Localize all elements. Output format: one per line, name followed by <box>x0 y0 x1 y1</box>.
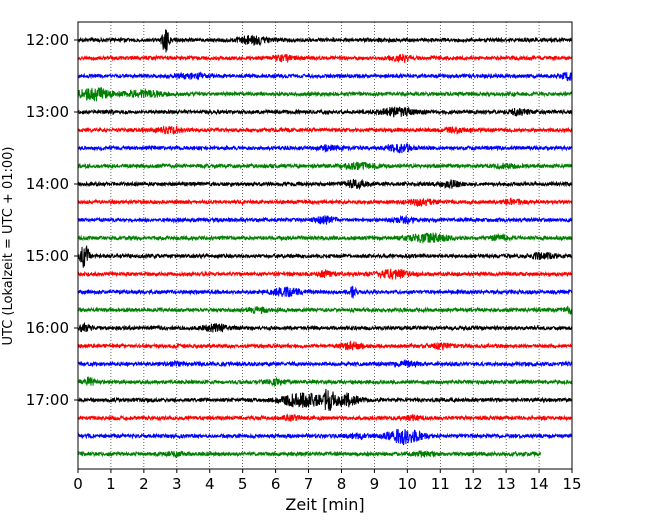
seismogram-trace <box>77 161 573 171</box>
x-tick-label: 4 <box>205 475 215 493</box>
x-tick-label: 8 <box>337 475 347 493</box>
x-tick-label: 14 <box>530 475 549 493</box>
y-tick-label: 13:00 <box>26 103 69 121</box>
x-tick-label: 12 <box>464 475 483 493</box>
seismogram-trace <box>77 305 573 315</box>
seismogram-trace <box>77 53 573 64</box>
seismogram-trace <box>77 125 573 136</box>
seismogram-trace <box>77 29 573 53</box>
x-tick-label: 3 <box>172 475 182 493</box>
y-axis-ticks: 12:00 13:00 14:00 15:00 16:00 17:00 <box>26 31 78 409</box>
seismogram-trace <box>77 214 573 225</box>
seismogram-trace <box>77 412 573 422</box>
x-tick-label: 2 <box>139 475 149 493</box>
seismogram-traces <box>77 29 573 459</box>
y-tick-label: 17:00 <box>26 391 69 409</box>
y-tick-label: 15:00 <box>26 247 69 265</box>
seismogram-trace <box>77 321 573 333</box>
x-tick-label: 5 <box>238 475 248 493</box>
x-tick-label: 10 <box>398 475 417 493</box>
x-tick-label: 11 <box>431 475 450 493</box>
seismogram-trace <box>77 450 542 459</box>
seismogram-trace <box>77 388 573 412</box>
seismogram-trace <box>77 340 573 351</box>
x-tick-label: 9 <box>370 475 380 493</box>
seismogram-trace <box>77 359 573 369</box>
seismogram-trace <box>77 285 573 299</box>
x-axis-ticks: 0 1 2 3 4 5 6 7 8 9 10 11 12 13 14 15 <box>73 469 582 493</box>
y-tick-label: 16:00 <box>26 319 69 337</box>
x-tick-label: 1 <box>106 475 116 493</box>
x-gridlines <box>110 22 540 469</box>
seismogram-trace <box>77 245 573 268</box>
x-tick-label: 13 <box>497 475 516 493</box>
x-tick-label: 15 <box>562 475 581 493</box>
y-tick-label: 12:00 <box>26 31 69 49</box>
seismogram-trace <box>77 428 573 446</box>
x-axis-label: Zeit [min] <box>285 495 364 514</box>
seismogram-trace <box>77 106 573 118</box>
seismogram-trace <box>77 143 573 154</box>
seismogram-trace <box>77 376 573 388</box>
seismogram-trace <box>77 232 573 244</box>
x-tick-label: 6 <box>271 475 281 493</box>
seismogram-trace <box>77 197 573 208</box>
y-axis-label: UTC (Lokalzeit = UTC + 01:00) <box>1 147 16 346</box>
seismogram-trace <box>77 178 573 191</box>
seismogram-trace <box>77 71 573 82</box>
seismogram-trace <box>77 86 573 102</box>
y-tick-label: 14:00 <box>26 175 69 193</box>
x-tick-label: 7 <box>304 475 314 493</box>
seismogram-trace <box>77 268 573 281</box>
x-tick-label: 0 <box>73 475 83 493</box>
plot-frame <box>77 21 573 470</box>
